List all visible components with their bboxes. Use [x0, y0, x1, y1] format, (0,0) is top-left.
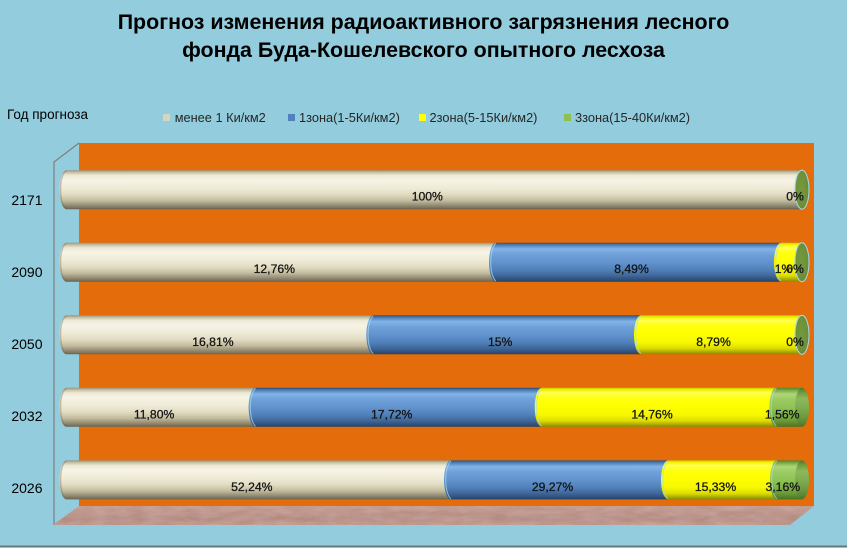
svg-text:0%: 0% — [786, 190, 804, 204]
svg-text:11,80%: 11,80% — [134, 407, 175, 421]
svg-text:2032: 2032 — [11, 408, 42, 424]
svg-text:52,24%: 52,24% — [231, 480, 272, 494]
svg-text:2171: 2171 — [11, 192, 42, 208]
svg-text:100%: 100% — [412, 190, 443, 204]
svg-text:2050: 2050 — [11, 336, 42, 352]
svg-text:14,76%: 14,76% — [631, 407, 672, 421]
svg-text:8,49%: 8,49% — [614, 262, 649, 276]
svg-text:0%: 0% — [786, 335, 804, 349]
svg-text:2090: 2090 — [11, 264, 42, 280]
svg-text:17,72%: 17,72% — [371, 407, 412, 421]
svg-text:8,79%: 8,79% — [696, 335, 731, 349]
svg-text:29,27%: 29,27% — [532, 480, 573, 494]
svg-text:0%: 0% — [786, 262, 804, 276]
svg-text:16,81%: 16,81% — [192, 335, 233, 349]
svg-text:1%: 1% — [775, 262, 793, 276]
svg-text:15,33%: 15,33% — [695, 480, 736, 494]
svg-text:2026: 2026 — [11, 480, 42, 496]
svg-text:1,56%: 1,56% — [765, 407, 800, 421]
svg-text:15%: 15% — [488, 335, 513, 349]
svg-text:3,16%: 3,16% — [766, 480, 801, 494]
svg-text:12,76%: 12,76% — [254, 262, 295, 276]
